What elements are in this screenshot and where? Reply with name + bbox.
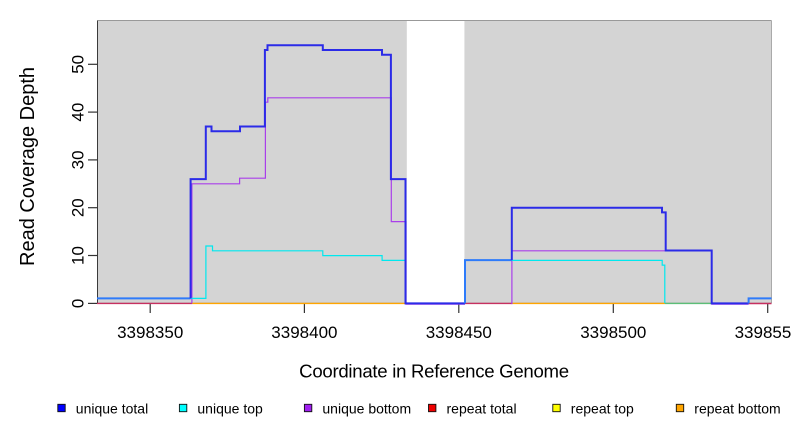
svg-text:30: 30 (69, 150, 88, 169)
svg-text:3398400: 3398400 (271, 323, 337, 342)
svg-text:repeat top: repeat top (571, 400, 634, 416)
svg-text:10: 10 (69, 246, 88, 265)
svg-text:unique total: unique total (76, 400, 148, 416)
svg-text:0: 0 (69, 299, 88, 308)
svg-text:Coordinate in Reference Genome: Coordinate in Reference Genome (299, 361, 569, 382)
svg-text:repeat bottom: repeat bottom (694, 400, 780, 416)
svg-text:repeat total: repeat total (447, 400, 517, 416)
svg-text:40: 40 (69, 103, 88, 122)
svg-text:unique bottom: unique bottom (322, 400, 411, 416)
svg-text:3398500: 3398500 (580, 323, 646, 342)
svg-text:unique top: unique top (197, 400, 263, 416)
svg-text:3398350: 3398350 (117, 323, 183, 342)
svg-text:50: 50 (69, 55, 88, 74)
svg-text:3398450: 3398450 (426, 323, 492, 342)
svg-text:3398550: 3398550 (735, 323, 792, 342)
svg-text:20: 20 (69, 198, 88, 217)
svg-text:Read Coverage Depth: Read Coverage Depth (17, 67, 39, 266)
